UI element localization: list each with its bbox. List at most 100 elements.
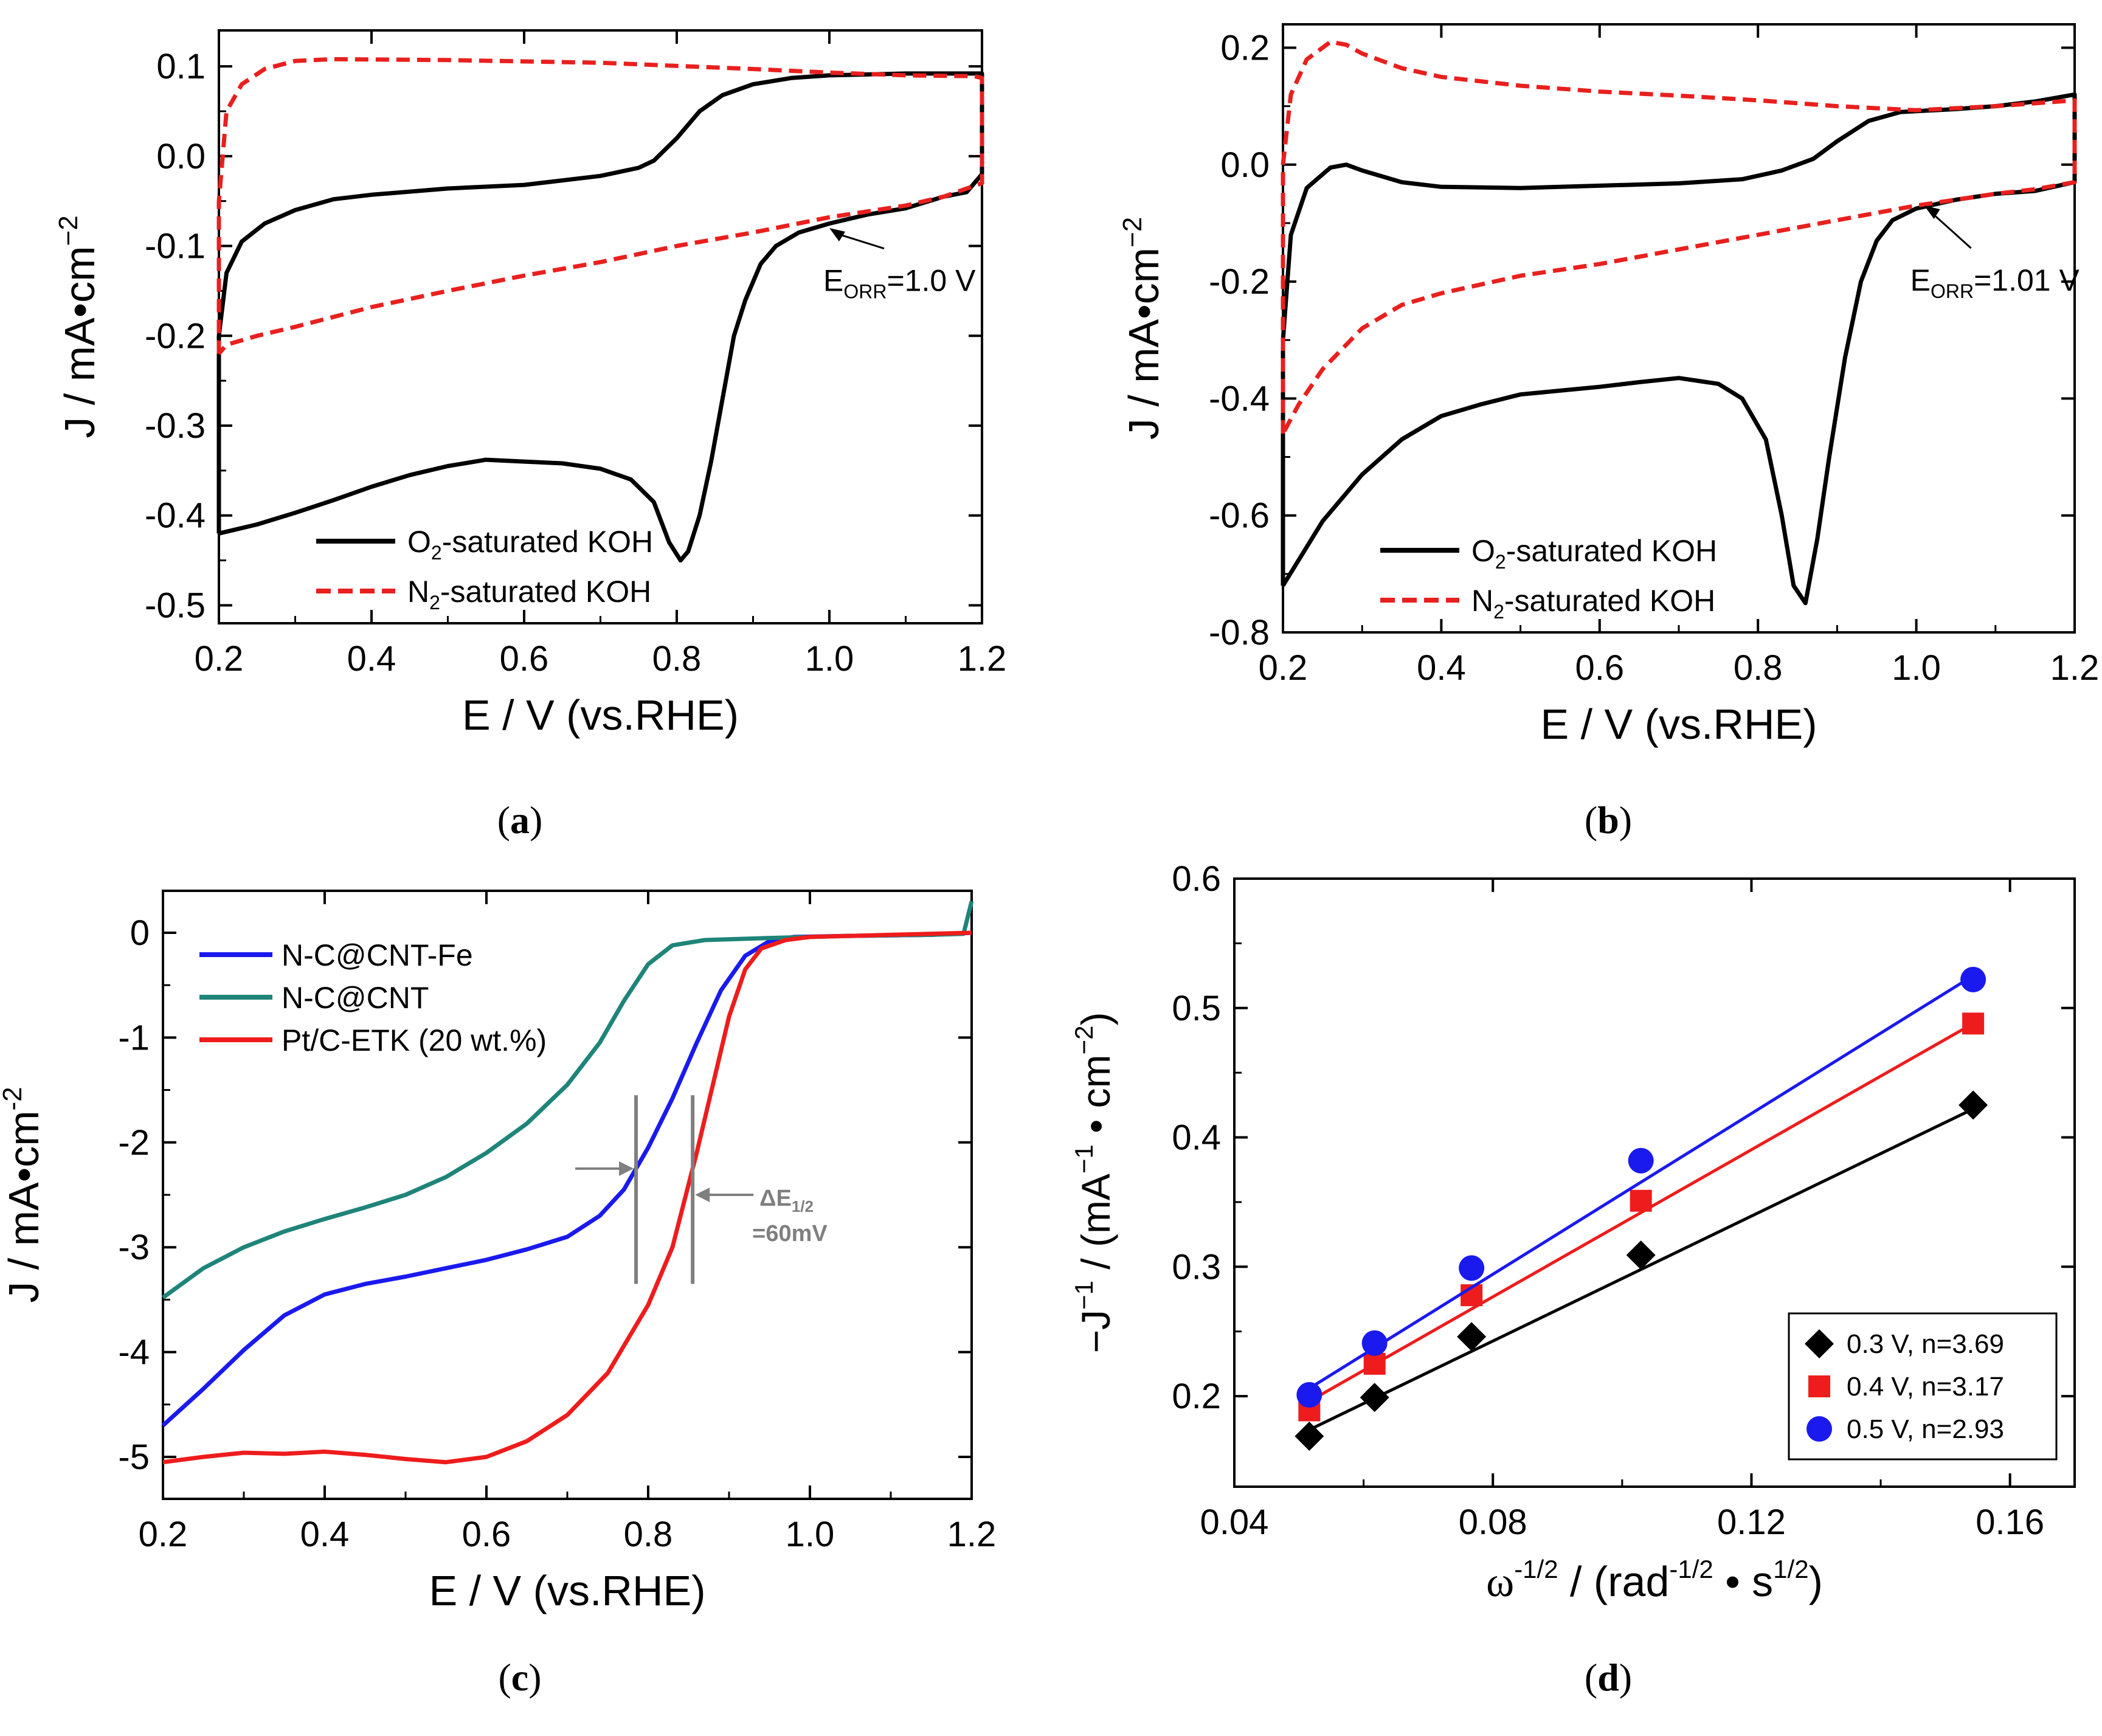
legend-label-post: -saturated KOH [1504, 584, 1715, 618]
legend-label-0: O2-saturated KOH [407, 525, 653, 564]
y-tick-label: -3 [118, 1228, 150, 1267]
series-line-1 [216, 57, 984, 356]
x-tick-label: 0.4 [300, 1515, 350, 1554]
delta-label-main: ΔE [759, 1186, 792, 1211]
y-axis-label: J / mA•cm-2 [0, 1087, 47, 1302]
data-point-2-0 [1296, 1382, 1322, 1408]
legend-label-2: 0.5 V, n=2.93 [1847, 1414, 2004, 1444]
legend-box [1788, 1312, 2058, 1461]
y-tick-label: -2 [118, 1123, 150, 1163]
y-tick-label: -1 [118, 1018, 150, 1057]
eorr-label-value: =1.0 V [887, 264, 976, 298]
data-point-0-4 [1959, 1090, 1988, 1120]
data-point-0-2 [1457, 1322, 1487, 1352]
caption-paren: ) [530, 798, 542, 842]
data-point-1-1 [1363, 1352, 1386, 1375]
data-point-2-1 [1361, 1330, 1388, 1356]
legend-label-1: N2-saturated KOH [1471, 584, 1715, 623]
legend-label-0: 0.3 V, n=3.69 [1847, 1329, 2004, 1359]
data-point-1-4 [1962, 1012, 1985, 1035]
x-tick-label: 1.2 [947, 1515, 997, 1554]
legend-label-pre: O [1471, 534, 1495, 568]
y-tick-label: -0.4 [145, 496, 206, 536]
y-label-sup: −2 [1070, 1026, 1098, 1055]
x-tick-label: 0.6 [500, 639, 549, 679]
fit-line-2 [1308, 974, 1974, 1390]
x-tick-label: 0.04 [1200, 1503, 1269, 1542]
caption-letter: a [510, 798, 530, 842]
eorr-arrowhead [1924, 206, 1940, 220]
x-tick-label: 1.0 [786, 1515, 835, 1554]
x-tick-label: 0.2 [1259, 648, 1308, 688]
y-axis-label-main: J / mA•cm [56, 246, 103, 438]
caption-paren: ( [498, 1656, 511, 1699]
legend-label-0: O2-saturated KOH [1471, 534, 1717, 573]
delta-label-sub: 1/2 [792, 1197, 814, 1216]
y-tick-label: -0.3 [145, 406, 206, 446]
eorr-label: EORR=1.01 V [1910, 263, 2080, 302]
x-tick-label: 0.8 [652, 639, 702, 679]
caption-letter: b [1597, 798, 1619, 842]
x-tick-label: 0.4 [1417, 648, 1466, 688]
y-axis-label-main: J / mA•cm [0, 1110, 47, 1302]
y-tick-label: 0.0 [1220, 145, 1270, 185]
legend-label-post: -saturated KOH [442, 525, 653, 559]
legend-label-post: -saturated KOH [440, 575, 651, 609]
x-tick-label: 1.2 [2050, 648, 2100, 688]
y-label-sup: −1 [1070, 1144, 1098, 1174]
x-axis-label: E / V (vs.RHE) [1540, 700, 1817, 748]
eorr-label-main: E [823, 264, 843, 298]
x-tick-label: 0.12 [1717, 1503, 1786, 1542]
x-tick-label: 0.6 [462, 1515, 511, 1554]
x-tick-label: 0.4 [347, 639, 396, 679]
legend-marker-1 [1808, 1375, 1830, 1397]
legend-label-1: N2-saturated KOH [407, 575, 651, 614]
y-tick-label: 0.0 [156, 137, 206, 176]
legend-label-pre: O [407, 525, 431, 559]
x-tick-label: 1.2 [958, 639, 1007, 679]
y-tick-label: -0.5 [145, 586, 206, 625]
y-tick-label: -0.8 [1209, 613, 1270, 652]
panel-caption: (a) [497, 798, 543, 842]
legend-label-sub: 2 [1495, 551, 1506, 573]
eorr-label-value: =1.01 V [1974, 263, 2080, 297]
legend-label-pre: N [407, 575, 429, 609]
y-tick-label: -0.2 [1209, 262, 1270, 302]
y-tick-label: 0.2 [1172, 1377, 1221, 1416]
y-axis-label-sup: -2 [0, 1087, 27, 1110]
legend-label-1: N-C@CNT [282, 981, 429, 1015]
chart-panel-a: 0.2 0.4 0.6 0.8 1.0 1.2 -0.5 -0.4 -0.3 -0.2 -0.1 0.… [54, 29, 1007, 842]
x-tick-label: 0.08 [1459, 1503, 1527, 1542]
delta-arrowhead-right [695, 1188, 710, 1202]
x-axis-label: E / V (vs.RHE) [462, 691, 739, 739]
y-tick-label: -0.4 [1209, 379, 1270, 418]
x-tick-label: 0.2 [139, 1515, 188, 1554]
x-tick-label: 1.0 [1892, 648, 1941, 688]
y-label-post: • cm [1073, 1054, 1118, 1144]
y-tick-label: 0.3 [1172, 1247, 1221, 1287]
eorr-label-sub: ORR [1931, 280, 1974, 302]
eorr-arrow [1928, 209, 1972, 249]
legend-marker-2 [1806, 1416, 1832, 1442]
eorr-label: EORR=1.0 V [823, 264, 976, 303]
y-axis-label-sup: −2 [54, 215, 83, 246]
y-label-end: ) [1073, 1012, 1118, 1026]
y-tick-label: -0.1 [145, 227, 206, 266]
delta-arrowhead-left [619, 1161, 634, 1176]
legend-label-sub: 2 [1493, 601, 1504, 623]
x-tick-label: 0.16 [1976, 1503, 2044, 1542]
series-line-2 [162, 930, 972, 1465]
y-label-pre: −J [1073, 1310, 1118, 1354]
x-axis-label: E / V (vs.RHE) [429, 1567, 705, 1614]
legend-label-sub: 2 [429, 592, 440, 614]
y-tick-label: -0.2 [145, 316, 206, 356]
series-line-0 [216, 71, 984, 563]
y-axis-label-main: J / mA•cm [1120, 247, 1167, 440]
legend-label-pre: N [1471, 584, 1493, 618]
x-label-sup: -1/2 [1514, 1555, 1558, 1583]
legend-label-post: -saturated KOH [1506, 534, 1717, 568]
data-point-2-4 [1960, 966, 1986, 992]
x-label-omega: ω [1486, 1559, 1514, 1606]
chart-panel-d: 0.04 0.08 0.12 0.160.20.30.40.50.6(d)ω-1/2 … [1070, 859, 2076, 1699]
